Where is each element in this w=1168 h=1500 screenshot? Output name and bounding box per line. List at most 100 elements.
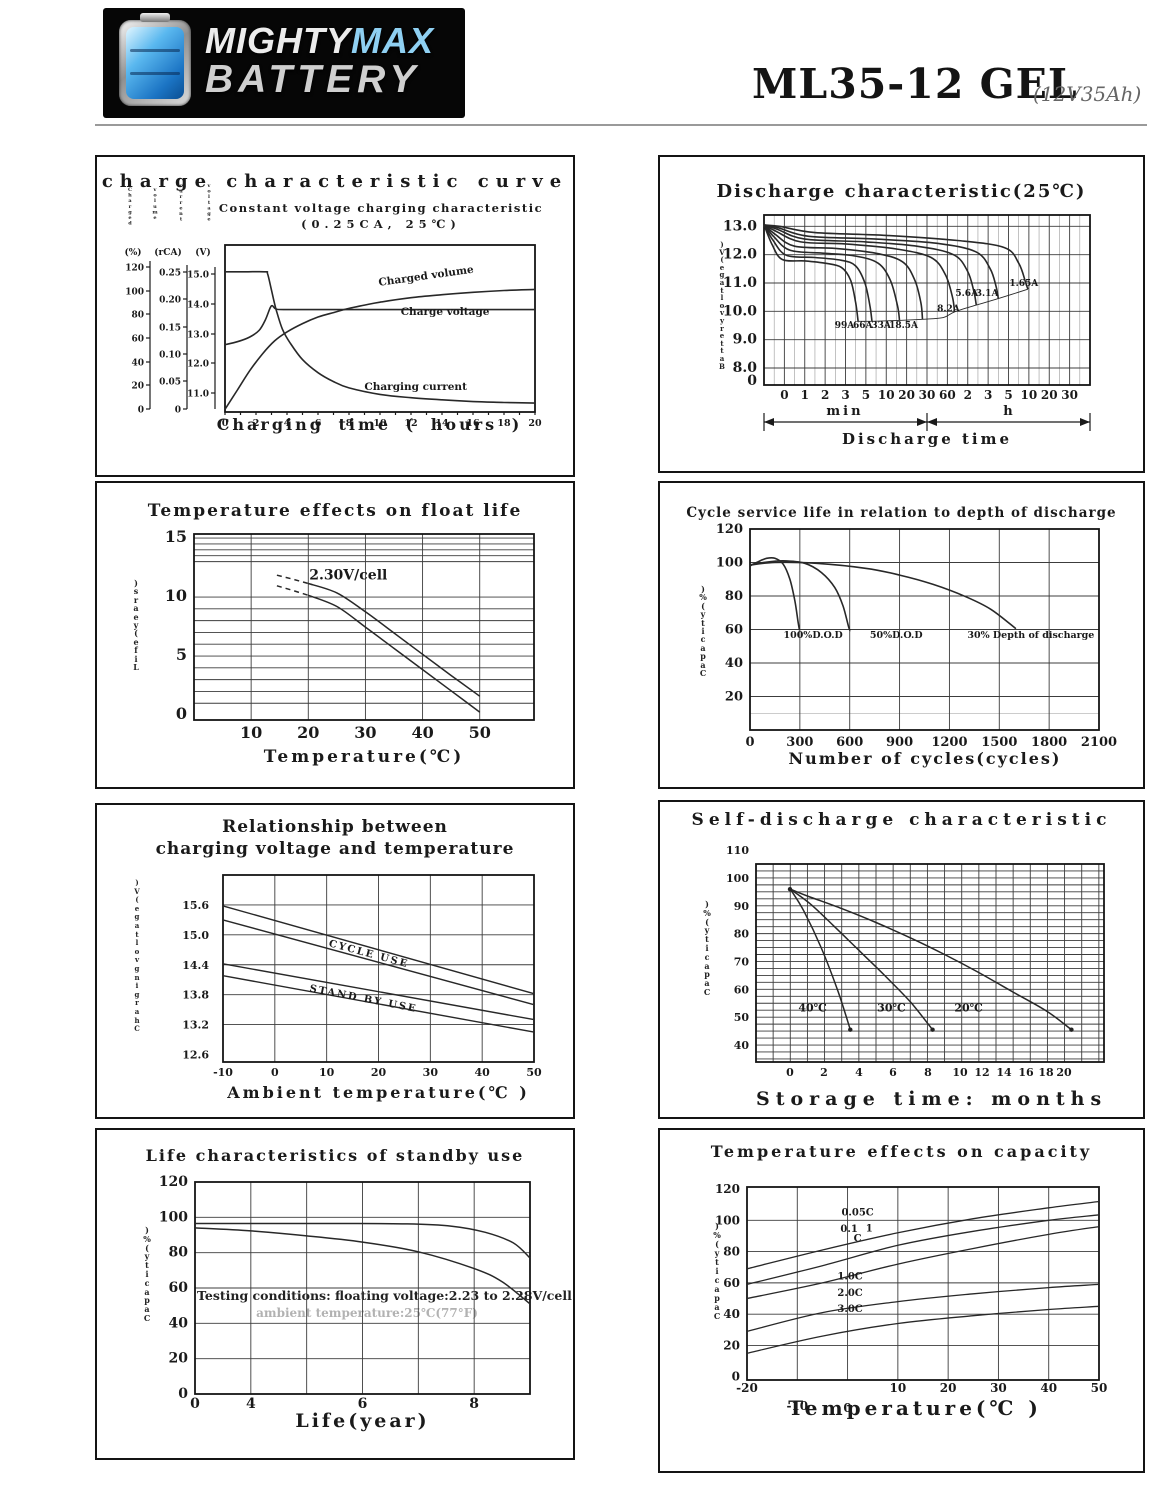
chart-canvas: -20 -10 0 10 20 30 40 50 120 100 80 60 40 20 0 0.05C 0.1… (715, 1182, 1108, 1415)
svg-text:120: 120 (716, 522, 743, 537)
chart-canvas: 0 300 600 900 1200 1500 1800 2100 120 100 80 60 40 20… (716, 522, 1117, 750)
svg-text:100%D.O.D: 100%D.O.D (783, 630, 842, 641)
svg-text:3.1A: 3.1A (976, 289, 1000, 299)
svg-text:5: 5 (862, 388, 870, 402)
svg-text:m: m (152, 209, 158, 215)
svg-text:l: l (154, 198, 156, 204)
svg-text:12.0: 12.0 (723, 247, 757, 263)
svg-text:2100: 2100 (1081, 735, 1117, 750)
svg-text:70: 70 (734, 955, 750, 968)
svg-text:2.30V/cell: 2.30V/cell (309, 567, 387, 583)
svg-text:0.05C: 0.05C (841, 1208, 873, 1219)
svg-text:2: 2 (821, 388, 829, 402)
chart-panel-temperature-capacity: Temperature effects on capacity Temperat… (658, 1128, 1145, 1473)
model-spec: (12V35Ah) (1033, 82, 1142, 106)
svg-text:16: 16 (466, 418, 480, 429)
svg-text:e: e (179, 205, 182, 211)
svg-text:(V): (V) (195, 247, 211, 258)
svg-text:11.0: 11.0 (723, 275, 757, 291)
svg-text:2: 2 (253, 418, 260, 429)
svg-text:3.0C: 3.0C (837, 1304, 862, 1315)
svg-text:120: 120 (125, 264, 144, 274)
svg-text:g: g (207, 211, 211, 217)
svg-text:60: 60 (939, 388, 956, 402)
svg-text:50: 50 (469, 723, 491, 742)
chart-canvas: -10 0 10 20 30 40 50 15.6 15.0 14.4 13.8 13.2 12.6 CY… (182, 874, 542, 1079)
svg-text:99A: 99A (835, 321, 856, 331)
svg-text:h: h (1003, 404, 1013, 419)
svg-text:100: 100 (715, 1213, 740, 1227)
battery-segment-line (130, 49, 180, 53)
svg-text:40: 40 (734, 1039, 750, 1052)
svg-text:(rCA): (rCA) (154, 247, 181, 258)
header-divider (95, 124, 1147, 126)
svg-text:300: 300 (786, 735, 813, 750)
svg-text:min: min (826, 404, 863, 419)
brand-wordmark: MIGHTYMAX BATTERY (205, 22, 434, 101)
svg-text:Charge voltage: Charge voltage (401, 306, 490, 318)
y-axis-label: ) s r a e y(e f i L (133, 578, 139, 673)
y-axis-label: )%(y t i c a p a C (143, 1225, 151, 1323)
svg-text:0: 0 (745, 735, 754, 750)
svg-text:9.0: 9.0 (733, 332, 758, 348)
x-axis-label: Charging time ( hours ) (216, 415, 523, 434)
svg-text:30: 30 (990, 1381, 1007, 1395)
svg-text:10: 10 (1021, 388, 1038, 402)
svg-text:40: 40 (1040, 1381, 1057, 1395)
svg-text:20: 20 (898, 388, 915, 402)
svg-text:60: 60 (734, 983, 750, 996)
svg-text:50: 50 (526, 1066, 542, 1079)
svg-text:30: 30 (1061, 388, 1078, 402)
svg-text:12: 12 (974, 1066, 989, 1079)
model-title: ML35-12 GEL (752, 60, 1078, 108)
x-axis-label: Temperature(℃ ) (788, 1396, 1042, 1420)
svg-text:16: 16 (1018, 1066, 1034, 1079)
svg-text:40℃: 40℃ (798, 1002, 827, 1015)
svg-text:40: 40 (411, 723, 433, 742)
svg-text:100: 100 (159, 1209, 188, 1225)
svg-text:120: 120 (159, 1174, 188, 1190)
svg-text:30: 30 (919, 388, 936, 402)
svg-text:100: 100 (726, 872, 749, 885)
svg-text:l: l (208, 194, 210, 200)
chart-canvas: 0 4 6 8 120 100 80 60 40 20 0 (159, 1174, 531, 1412)
svg-text:6: 6 (889, 1066, 897, 1079)
svg-text:2: 2 (820, 1066, 828, 1079)
svg-text:4: 4 (855, 1066, 863, 1079)
chart-panel-cycle-service-life: Cycle service life in relation to depth … (658, 481, 1145, 789)
testing-conditions-line1: Testing conditions: floating voltage:2.2… (197, 1288, 572, 1303)
svg-text:n: n (179, 211, 183, 217)
svg-text:10: 10 (240, 723, 262, 742)
x-axis-label: Number of cycles(cycles) (788, 749, 1062, 768)
svg-text:h: h (128, 193, 132, 199)
svg-text:0: 0 (780, 388, 788, 402)
svg-text:50: 50 (1091, 1381, 1108, 1395)
svg-text:0: 0 (786, 1066, 794, 1079)
x-axis-label: Life(year) (295, 1410, 430, 1432)
svg-text:20: 20 (1056, 1066, 1072, 1079)
svg-text:0.25: 0.25 (159, 269, 181, 279)
svg-text:15.6: 15.6 (182, 899, 209, 912)
svg-text:60: 60 (169, 1280, 189, 1296)
svg-text:o: o (207, 189, 211, 195)
svg-text:15.0: 15.0 (182, 929, 209, 942)
svg-text:e: e (128, 215, 131, 221)
chart-title: Temperature effects on float life (147, 501, 523, 521)
svg-text:40: 40 (723, 1307, 740, 1321)
svg-text:13.0: 13.0 (187, 331, 209, 341)
svg-text:14.4: 14.4 (182, 959, 209, 972)
chart-title: Relationship between (222, 817, 448, 837)
chart-title: Temperature effects on capacity (710, 1142, 1093, 1161)
svg-text:1: 1 (801, 388, 809, 402)
svg-text:e: e (207, 217, 210, 223)
svg-text:20: 20 (371, 1066, 387, 1079)
svg-text:6: 6 (358, 1396, 368, 1412)
chart-title: charge characteristic curve (101, 171, 569, 192)
svg-text:4: 4 (246, 1396, 256, 1412)
svg-text:30℃: 30℃ (877, 1002, 906, 1015)
brand-mighty: MIGHTY (205, 20, 351, 61)
chart-panel-charging-voltage-temperature: Relationship between charging voltage an… (95, 803, 575, 1119)
